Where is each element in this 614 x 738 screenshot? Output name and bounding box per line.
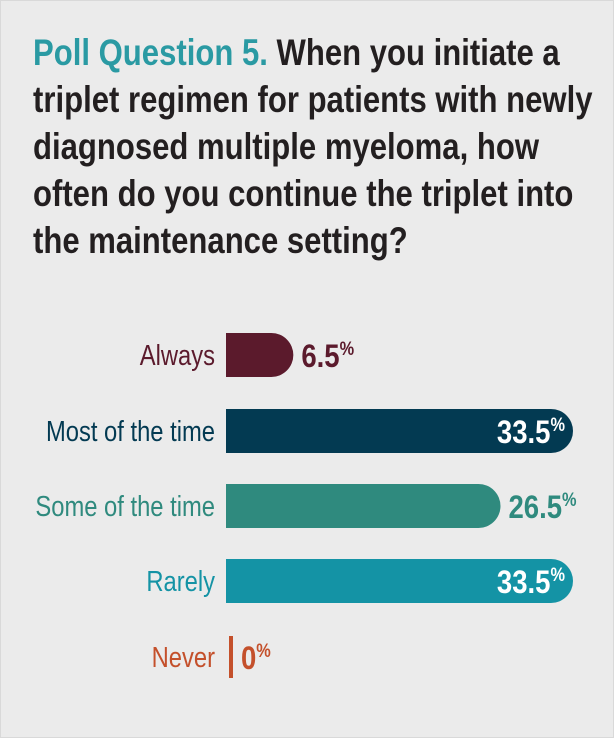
category-label-some-of-the-time: Some of the time xyxy=(35,490,215,523)
value-label-some-of-the-time: 26.5% xyxy=(508,489,576,526)
bar-rarely xyxy=(226,559,573,603)
value-label-most-of-the-time: 33.5% xyxy=(497,414,565,451)
bar-never xyxy=(229,636,233,678)
poll-question-text: When you initiate a triplet regimen for … xyxy=(33,32,593,261)
category-label-most-of-the-time: Most of the time xyxy=(46,415,215,448)
value-label-rarely: 33.5% xyxy=(497,564,565,601)
category-label-always: Always xyxy=(140,339,215,372)
value-label-never: 0% xyxy=(241,640,271,677)
bar-always xyxy=(226,333,294,377)
category-label-rarely: Rarely xyxy=(146,565,215,598)
poll-question: Poll Question 5. When you initiate a tri… xyxy=(33,29,603,264)
bar-most-of-the-time xyxy=(226,409,573,453)
category-label-never: Never xyxy=(152,641,216,674)
bar-some-of-the-time xyxy=(226,484,501,528)
poll-question-label: Poll Question 5. xyxy=(33,32,268,73)
value-label-always: 6.5% xyxy=(301,338,354,375)
